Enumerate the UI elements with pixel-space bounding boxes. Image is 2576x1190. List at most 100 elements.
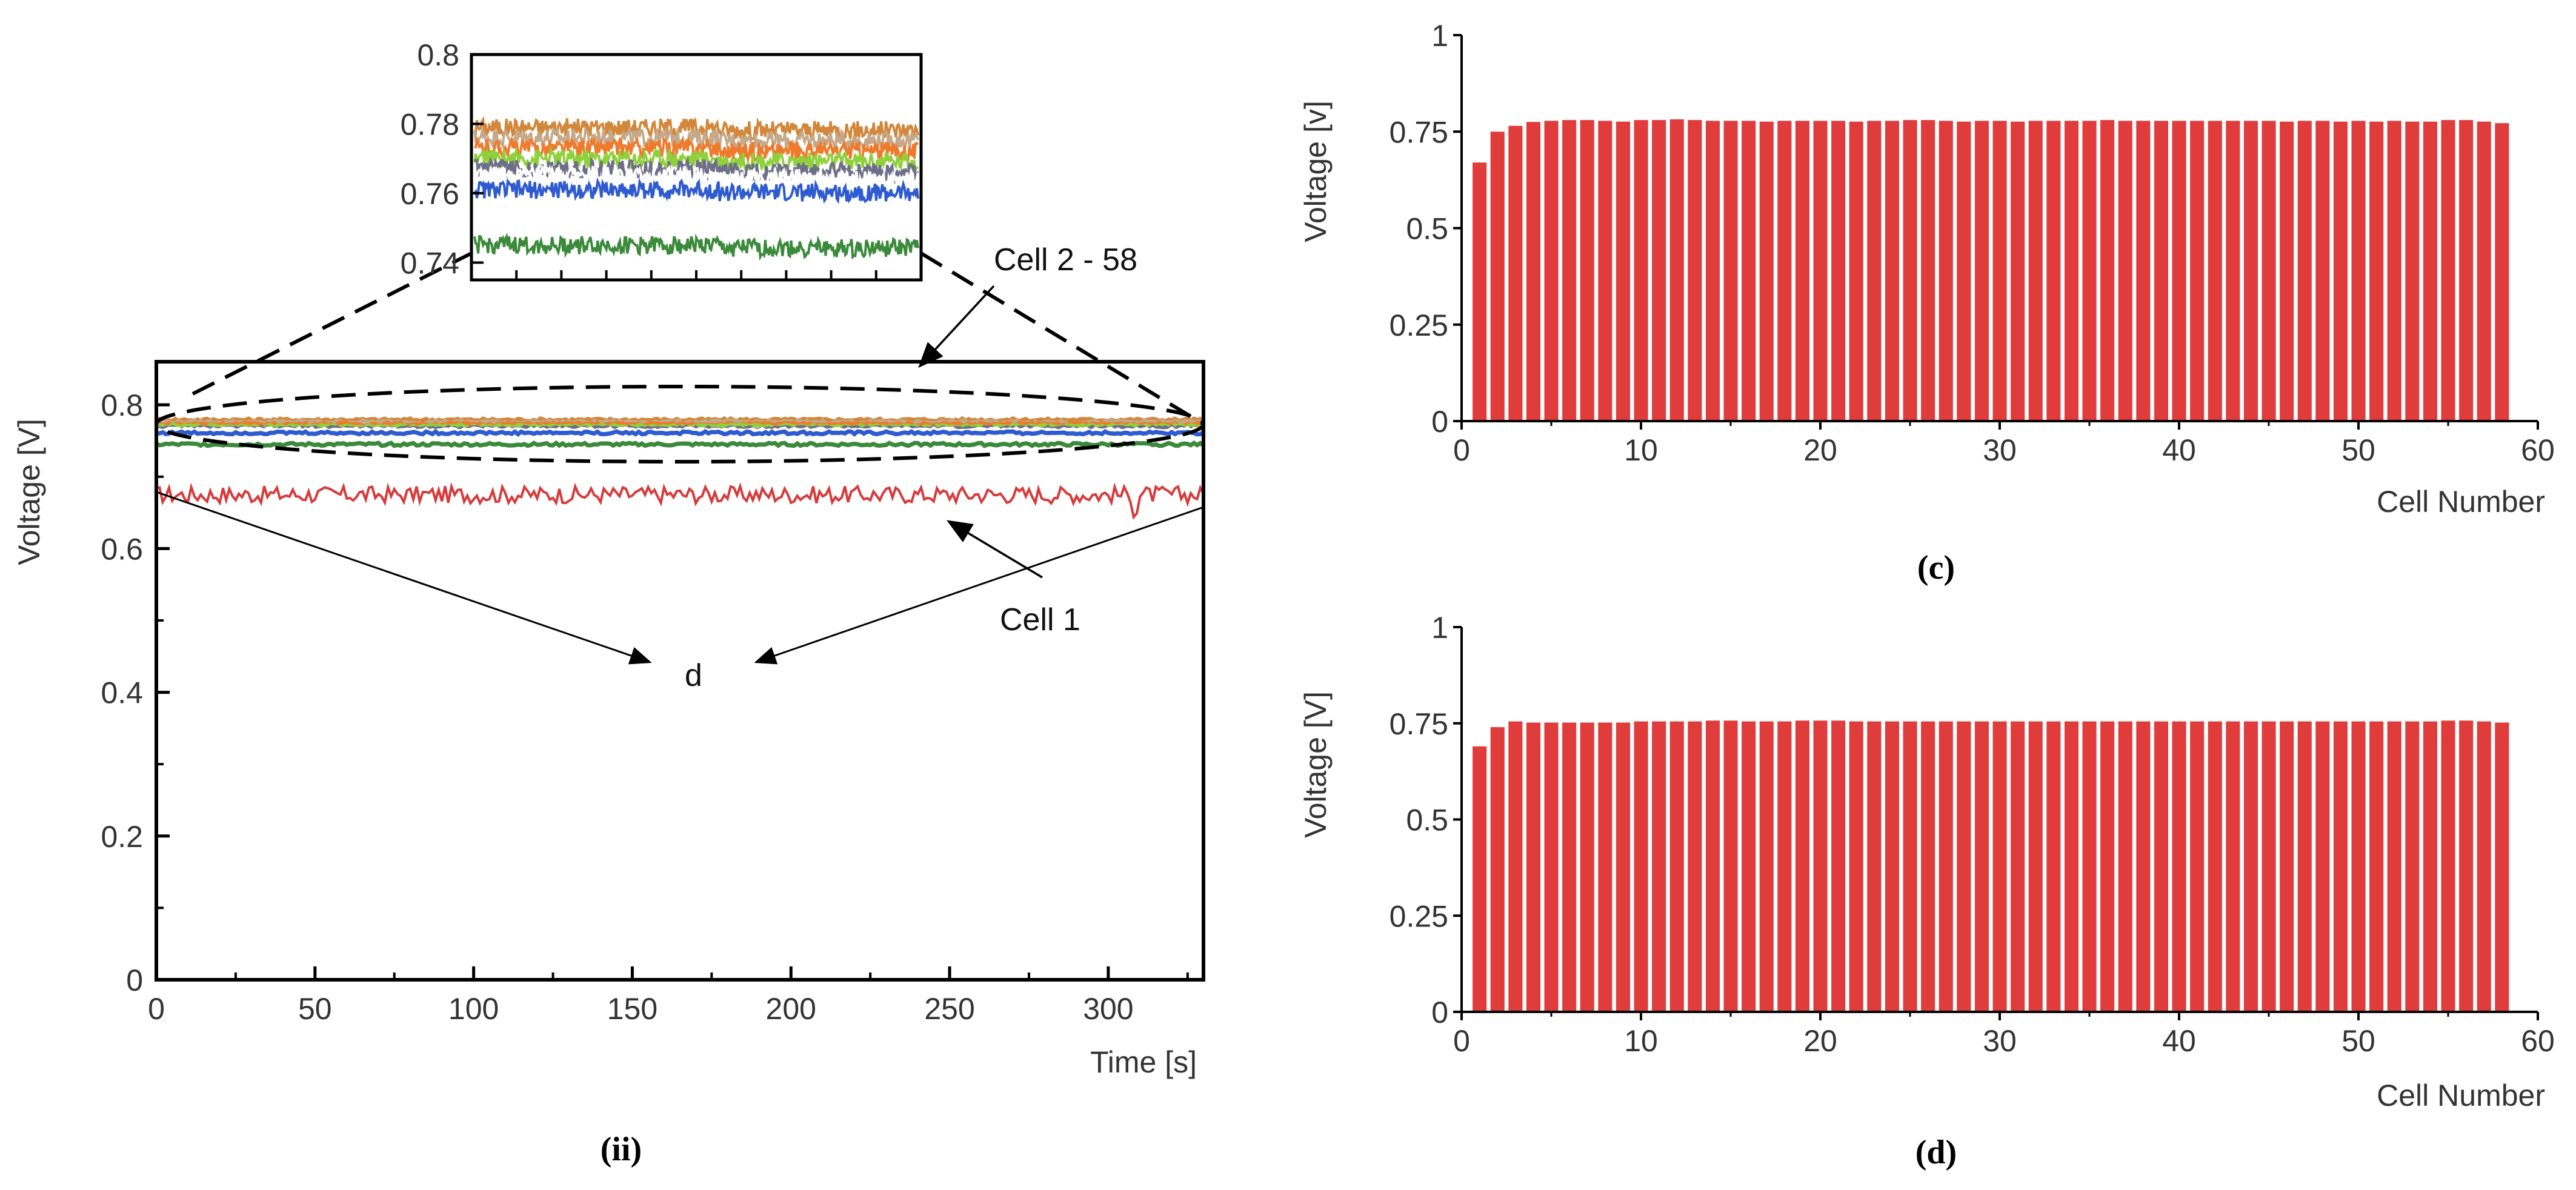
bar [1634, 721, 1648, 1012]
inset-series-line [473, 163, 919, 193]
d-caption: (d) [1915, 1134, 1957, 1171]
bar [1974, 121, 1989, 421]
inset-y-tick-label: 0.76 [401, 177, 459, 211]
bar [2046, 721, 2061, 1012]
bar [1723, 121, 1738, 421]
ii-annotation-cell1: Cell 1 [1000, 602, 1080, 637]
y-tick-label: 0.25 [1390, 308, 1448, 342]
bar [1580, 722, 1594, 1012]
bar [2226, 121, 2240, 421]
inset-y-tick-label: 0.78 [401, 107, 459, 141]
bar [1652, 721, 1666, 1012]
inset-axis-ticks: 0.8 0.78 0.76 0.74 [401, 38, 877, 280]
bar [1831, 720, 1846, 1012]
bar [2405, 121, 2420, 421]
bar [1742, 721, 1756, 1012]
bar [2154, 121, 2168, 421]
bar [1867, 721, 1882, 1012]
ii-axis-ticks: 0 50 100 150 200 250 300 0 0.2 0.4 0.6 0.8 [101, 388, 1189, 1026]
panel-ii-voltage-time-chart: 0 50 100 150 200 250 300 0 0.2 0.4 0.6 0.8 Cell 2 -… [12, 38, 1205, 1168]
bar [2369, 121, 2384, 421]
bar [1669, 119, 1684, 421]
bar [1508, 721, 1523, 1012]
panel-c-bar-chart: 0 10 20 30 40 50 60 0 0.25 0.5 0.75 1 Voltage [v] C… [1299, 19, 2555, 587]
bar [1921, 721, 1935, 1012]
bar [1939, 721, 1953, 1012]
ii-x-axis-title: Time [s] [1090, 1045, 1197, 1079]
c-x-axis-title: Cell Number [2377, 485, 2545, 519]
bar [1813, 121, 1828, 421]
x-tick-label: 10 [1624, 433, 1658, 467]
ii-y-tick-label: 0.8 [101, 388, 143, 422]
bar [1759, 121, 1774, 421]
c-y-axis-title: Voltage [v] [1299, 101, 1333, 242]
bar [1903, 721, 1917, 1012]
ii-series-lines [155, 416, 1205, 520]
ii-x-tick-label: 250 [924, 992, 974, 1026]
c-bars [1473, 119, 2509, 422]
y-tick-label: 1 [1431, 19, 1448, 53]
ii-series-line [155, 424, 1204, 433]
bar [1526, 722, 1540, 1012]
bar [2351, 121, 2366, 421]
bar [2172, 721, 2186, 1012]
ii-y-tick-label: 0 [126, 963, 143, 997]
panel-d-bar-chart: 0 10 20 30 40 50 60 0 0.25 0.5 0.75 1 Voltage [V] C… [1299, 611, 2555, 1171]
bar [2046, 121, 2061, 421]
d-x-axis-title: Cell Number [2377, 1079, 2545, 1112]
bar [2405, 721, 2420, 1012]
bar [1473, 746, 1487, 1012]
bar [1508, 125, 1523, 421]
bar [1939, 121, 1953, 421]
bar [1490, 727, 1505, 1012]
bar [2028, 721, 2043, 1012]
bar [1544, 121, 1559, 421]
d-bars [1473, 720, 2509, 1012]
bar [1652, 120, 1666, 421]
bar [1957, 121, 1971, 421]
y-tick-label: 1 [1431, 611, 1448, 645]
bar [1992, 721, 2007, 1012]
ii-arrow-cell1 [946, 520, 1043, 579]
d-axis-ticks: 0 10 20 30 40 50 60 0 0.25 0.5 0.75 1 [1390, 611, 2555, 1058]
bar [2226, 721, 2240, 1012]
bar [1634, 120, 1648, 421]
ii-x-tick-label: 300 [1083, 992, 1133, 1026]
x-tick-label: 0 [1453, 1024, 1470, 1058]
bar [2441, 720, 2455, 1012]
bar [2459, 720, 2474, 1012]
bar [2280, 121, 2294, 421]
inset-series-lines [473, 116, 919, 261]
x-tick-label: 30 [1983, 433, 2017, 467]
bar [2441, 120, 2455, 421]
ii-series-line [155, 440, 1205, 448]
bar [1598, 121, 1612, 421]
bar [2459, 120, 2474, 421]
inset-series-line [474, 135, 919, 165]
bar [1616, 121, 1630, 421]
bar [2190, 121, 2205, 421]
inset-series-line [473, 125, 919, 153]
bar [2477, 121, 2491, 421]
x-tick-label: 30 [1983, 1024, 2017, 1058]
y-tick-label: 0.5 [1406, 803, 1448, 837]
bar [2082, 721, 2097, 1012]
c-caption: (c) [1917, 549, 1955, 587]
bar [2118, 121, 2132, 421]
bar [2190, 721, 2205, 1012]
bar [2208, 121, 2222, 421]
bar [2387, 721, 2401, 1012]
ii-x-tick-label: 50 [298, 992, 332, 1026]
bar [1795, 720, 1809, 1012]
x-tick-label: 0 [1453, 433, 1470, 467]
bar [2100, 721, 2115, 1012]
bar [1885, 721, 1899, 1012]
inset-series-line [474, 156, 919, 185]
ii-x-tick-label: 100 [448, 992, 499, 1026]
bar [1705, 720, 1720, 1012]
bar [2315, 721, 2330, 1012]
ii-x-tick-label: 150 [607, 992, 657, 1026]
bar [1867, 121, 1882, 421]
bar [1580, 120, 1594, 421]
y-tick-label: 0.25 [1390, 899, 1448, 933]
